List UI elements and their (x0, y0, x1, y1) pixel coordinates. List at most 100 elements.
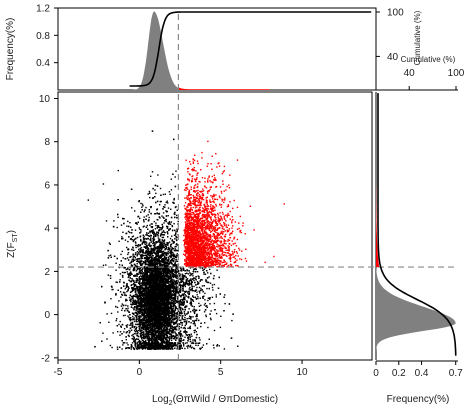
scatter-point (179, 295, 182, 297)
scatter-point (158, 269, 161, 271)
scatter-point (162, 325, 165, 327)
scatter-point (137, 343, 139, 346)
scatter-point (137, 318, 139, 320)
scatter-point (142, 297, 144, 299)
scatter-point (171, 273, 173, 275)
scatter-point (134, 288, 136, 290)
scatter-point (166, 243, 168, 246)
scatter-point (152, 331, 154, 333)
scatter-point (134, 340, 137, 342)
scatter-point (125, 298, 127, 301)
scatter-point (169, 310, 171, 313)
scatter-point (169, 260, 172, 262)
scatter-point (135, 316, 138, 318)
scatter-point (131, 312, 134, 314)
scatter-point (136, 293, 138, 296)
scatter-point (134, 331, 137, 333)
scatter-point (144, 277, 146, 279)
scatter-point (153, 331, 155, 333)
scatter-point (128, 335, 130, 338)
scatter-point (141, 257, 144, 259)
scatter-point (159, 248, 161, 250)
scatter-point (144, 278, 146, 280)
scatter-point (157, 348, 159, 350)
scatter-point (153, 320, 155, 322)
scatter-point (128, 332, 131, 334)
scatter-point (156, 311, 159, 313)
scatter-point (162, 318, 164, 320)
scatter-point (147, 228, 149, 230)
scatter-point (132, 240, 134, 243)
scatter-point (130, 237, 132, 240)
scatter-point (163, 284, 165, 286)
scatter-point (166, 336, 168, 338)
scatter-point (134, 253, 136, 256)
scatter-point (131, 290, 133, 293)
scatter-point (142, 308, 144, 310)
scatter-point (136, 298, 139, 300)
scatter-point (140, 275, 143, 278)
scatter-point (137, 285, 139, 288)
scatter-point (147, 328, 149, 330)
scatter-point (131, 319, 133, 321)
scatter-point (157, 267, 159, 270)
top-selected-area (178, 87, 270, 90)
scatter-point (164, 324, 166, 326)
scatter-point (167, 207, 170, 209)
scatter-point (140, 238, 142, 241)
scatter-point (140, 315, 142, 317)
scatter-point (184, 306, 186, 309)
top-y-tick-label: 0.4 (36, 58, 50, 69)
scatter-point (136, 278, 138, 280)
scatter-point (137, 329, 140, 332)
scatter-point (168, 341, 170, 343)
scatter-point (119, 273, 122, 275)
scatter-point (148, 345, 150, 348)
scatter-point (131, 304, 133, 306)
scatter-point (141, 290, 144, 292)
scatter-point (141, 252, 144, 254)
scatter-point (159, 257, 162, 259)
scatter-point (151, 260, 153, 262)
scatter-point (150, 284, 152, 287)
scatter-point (148, 278, 150, 281)
scatter-point (183, 319, 185, 321)
scatter-point (172, 272, 175, 275)
scatter-point (140, 269, 142, 272)
scatter-point (157, 334, 159, 336)
scatter-point (161, 231, 164, 234)
scatter-point (139, 330, 141, 332)
scatter-point (144, 254, 146, 256)
scatter-point (139, 251, 142, 254)
scatter-point (139, 228, 141, 231)
scatter-point (153, 346, 156, 348)
scatter-point (169, 273, 171, 275)
scatter-point (175, 292, 177, 294)
scatter-point (149, 347, 151, 349)
top-y-tick-label: 0.8 (36, 31, 50, 42)
scatter-point (195, 276, 197, 278)
scatter-point (143, 235, 145, 238)
scatter-point (150, 328, 152, 330)
scatter-point (176, 217, 178, 219)
scatter-point (176, 289, 178, 292)
scatter-point (153, 257, 155, 259)
scatter-point (131, 322, 134, 324)
scatter-point (133, 337, 135, 339)
scatter-point (132, 254, 134, 256)
scatter-point (166, 263, 168, 265)
scatter-point (132, 249, 135, 251)
scatter-point (136, 304, 139, 307)
scatter-point (172, 307, 174, 310)
scatter-point (169, 276, 172, 278)
scatter-point (165, 259, 167, 261)
scatter-point (152, 250, 154, 252)
scatter-point (142, 313, 144, 316)
scatter-point (168, 317, 170, 320)
scatter-point (161, 315, 163, 318)
scatter-point (128, 296, 131, 299)
scatter-point (136, 297, 138, 299)
scatter-point (127, 253, 129, 256)
scatter-point (185, 334, 187, 336)
